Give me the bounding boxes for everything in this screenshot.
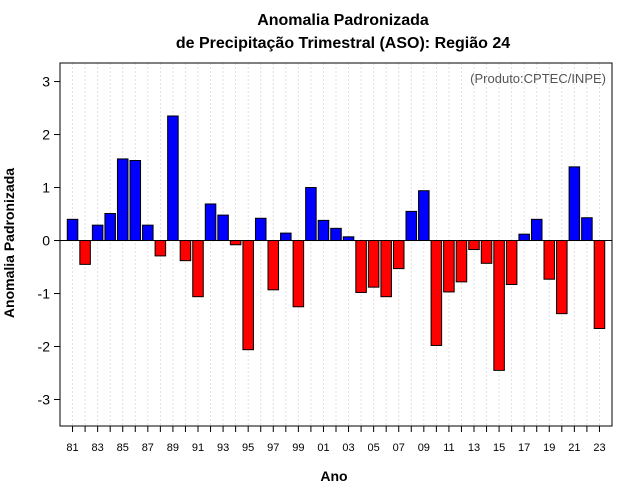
bar-82 — [79, 240, 91, 265]
bar-19 — [543, 240, 556, 280]
x-tick-label: 91 — [192, 442, 204, 454]
credit-text: (Produto:CPTEC/INPE) — [470, 71, 606, 86]
bar-89 — [167, 115, 179, 242]
bar-13 — [468, 240, 480, 251]
chart-title-line1: Anomalia Padronizada — [257, 12, 429, 29]
bar-94 — [229, 240, 242, 246]
bar-02 — [330, 227, 342, 242]
bar-90 — [179, 240, 192, 262]
y-tick-label: 1 — [42, 180, 50, 196]
bar-12 — [455, 240, 468, 283]
x-tick-label: 17 — [518, 442, 530, 454]
bar-layer — [66, 115, 606, 371]
bar-96 — [254, 217, 267, 242]
bar-91 — [192, 240, 204, 298]
bar-01 — [317, 219, 330, 242]
x-tick-label: 21 — [568, 442, 580, 454]
bar-06 — [380, 240, 392, 298]
bar-05 — [367, 240, 380, 288]
bar-00 — [305, 187, 317, 242]
bar-21 — [568, 166, 581, 242]
x-tick-label: 03 — [342, 442, 354, 454]
x-tick-label: 83 — [92, 442, 104, 454]
x-axis-title: Ano — [320, 468, 347, 484]
bar-23 — [593, 240, 606, 329]
x-tick-label: 93 — [217, 442, 229, 454]
x-tick-label: 81 — [66, 442, 78, 454]
bar-18 — [530, 218, 543, 242]
x-tick-label: 09 — [418, 442, 430, 454]
bar-15 — [493, 240, 505, 371]
bar-97 — [267, 240, 280, 291]
bar-88 — [154, 240, 167, 257]
bar-03 — [342, 236, 355, 242]
x-axis: 81 83 85 87 89 91 93 95 97 99 01 03 05 07 09 11 13 15 17 19… — [66, 426, 606, 454]
y-axis-title: Anomalia Padronizada — [1, 168, 17, 318]
bar-81 — [66, 218, 79, 242]
y-tick-label: -1 — [38, 286, 51, 302]
bar-07 — [392, 240, 405, 270]
bar-99 — [292, 240, 305, 308]
bar-87 — [142, 224, 154, 242]
bar-95 — [242, 240, 254, 351]
x-tick-label: 95 — [242, 442, 254, 454]
y-tick-label: 0 — [42, 233, 50, 249]
y-axis: -3 -2 -1 0 1 2 3 — [38, 74, 60, 408]
y-tick-label: 3 — [42, 74, 50, 90]
bar-11 — [443, 240, 455, 293]
bar-14 — [480, 240, 493, 264]
bar-08 — [405, 210, 418, 242]
bar-85 — [116, 158, 129, 242]
bar-83 — [91, 224, 104, 242]
x-tick-label: 05 — [368, 442, 380, 454]
bar-86 — [129, 160, 142, 242]
bar-10 — [430, 240, 443, 346]
chart-title-line2: de Precipitação Trimestral (ASO): Região… — [176, 35, 510, 52]
bar-09 — [418, 190, 430, 242]
bar-98 — [280, 232, 292, 242]
x-tick-label: 99 — [292, 442, 304, 454]
x-tick-label: 19 — [543, 442, 555, 454]
x-tick-label: 15 — [493, 442, 505, 454]
x-tick-label: 07 — [393, 442, 405, 454]
bar-92 — [204, 203, 217, 242]
bar-04 — [355, 240, 367, 293]
bar-17 — [518, 233, 530, 242]
bar-20 — [556, 240, 568, 315]
x-tick-label: 01 — [317, 442, 329, 454]
x-tick-label: 87 — [142, 442, 154, 454]
x-tick-label: 97 — [267, 442, 279, 454]
bar-93 — [217, 214, 229, 242]
bar-22 — [581, 217, 593, 242]
y-tick-label: -3 — [38, 392, 51, 408]
x-tick-label: 11 — [443, 442, 454, 454]
y-tick-label: 2 — [42, 127, 50, 143]
x-tick-label: 89 — [167, 442, 179, 454]
grid-layer — [72, 63, 600, 426]
x-tick-label: 85 — [117, 442, 129, 454]
bar-84 — [104, 212, 116, 242]
bar-16 — [505, 240, 518, 286]
x-tick-label: 23 — [593, 442, 605, 454]
x-tick-label: 13 — [468, 442, 480, 454]
y-tick-label: -2 — [38, 339, 51, 355]
